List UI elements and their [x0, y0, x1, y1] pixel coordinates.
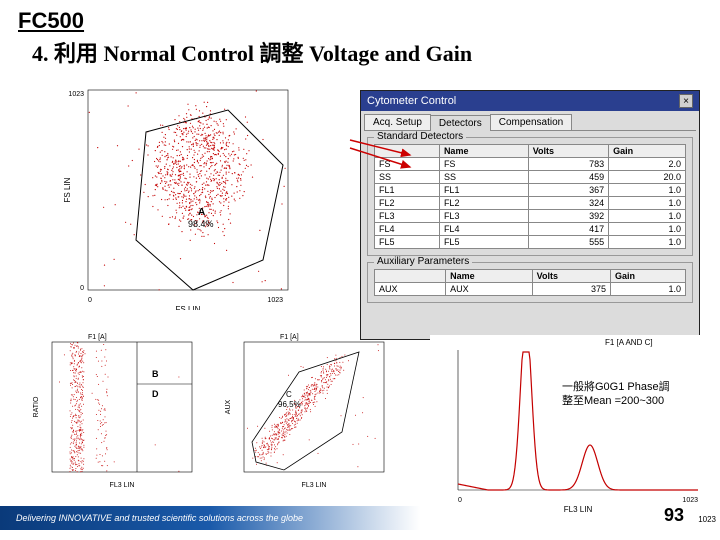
scatter2-svg: F1 [A] B D FL3 LIN RATIO	[20, 330, 205, 495]
close-icon[interactable]: ×	[679, 94, 693, 108]
scatter3-title: F1 [A]	[280, 334, 299, 341]
svg-text:FL3 LIN: FL3 LIN	[110, 482, 135, 489]
cytometer-control-dialog: Cytometer Control × Acq. Setup Detectors…	[360, 90, 700, 340]
svg-text:RATIO: RATIO	[33, 396, 40, 417]
col-header: Gain	[609, 145, 686, 158]
annot-line2: 整至Mean =200~300	[562, 394, 670, 408]
histogram-fl3: F1 [A AND C] 0 1023 FL3 LIN	[430, 335, 710, 515]
scatter2-title: F1 [A]	[88, 334, 107, 341]
table-row[interactable]: SSSS45920.0	[375, 171, 686, 184]
svg-text:FS LIN: FS LIN	[176, 305, 201, 310]
histo-title: F1 [A AND C]	[605, 338, 653, 347]
step-zh1: 利用	[54, 41, 98, 66]
svg-text:FS LIN: FS LIN	[63, 177, 72, 202]
step-en2: Voltage and Gain	[309, 41, 472, 66]
table-row[interactable]: FSFS7832.0	[375, 158, 686, 171]
scatter-ratio: F1 [A] B D FL3 LIN RATIO	[20, 330, 205, 495]
svg-text:0: 0	[88, 297, 92, 304]
svg-text:D: D	[152, 389, 159, 399]
col-header: Gain	[611, 270, 686, 283]
svg-text:0: 0	[458, 497, 462, 504]
model-label: FC500	[18, 8, 472, 34]
page-number: 93	[664, 505, 684, 526]
table-row[interactable]: FL3FL33921.0	[375, 210, 686, 223]
histo-svg: F1 [A AND C] 0 1023 FL3 LIN	[430, 335, 710, 515]
footer-banner: Delivering INNOVATIVE and trusted scient…	[0, 506, 420, 530]
aux-table: NameVoltsGain AUXAUX3751.0	[374, 269, 686, 296]
step-title: 4. 利用 Normal Control 調整 Voltage and Gain	[32, 36, 472, 68]
page-small: 1023	[698, 515, 716, 524]
dialog-title-text: Cytometer Control	[367, 95, 456, 107]
scatter3-svg: F1 [A] C 96.5% FL3 LIN AUX	[212, 330, 397, 495]
banner-text: Delivering INNOVATIVE and trusted scient…	[16, 513, 303, 523]
table-row[interactable]: FL5FL55551.0	[375, 236, 686, 249]
col-header: Name	[446, 270, 533, 283]
table-row[interactable]: FL2FL23241.0	[375, 197, 686, 210]
dialog-tabs: Acq. Setup Detectors Compensation	[364, 114, 696, 131]
scatter-fs-ss: F1 [Ungated] A 98.4% 1023 0 FS LIN FS LI…	[48, 80, 308, 310]
table-row[interactable]: AUXAUX3751.0	[375, 283, 686, 296]
tab-acq-setup[interactable]: Acq. Setup	[364, 114, 431, 130]
aux-parameters-group: Auxiliary Parameters NameVoltsGain AUXAU…	[367, 262, 693, 303]
scatter1-svg: A 98.4% 1023 0 FS LIN FS LIN 1023 0	[48, 80, 308, 310]
group1-label: Standard Detectors	[374, 131, 466, 142]
svg-text:96.5%: 96.5%	[278, 400, 301, 409]
svg-text:0: 0	[80, 285, 84, 292]
step-en1: Normal Control	[104, 41, 255, 66]
col-header: Volts	[528, 145, 608, 158]
annot-line1: 一般將G0G1 Phase調	[562, 380, 670, 394]
svg-text:1023: 1023	[267, 297, 283, 304]
dialog-titlebar[interactable]: Cytometer Control ×	[361, 91, 699, 111]
col-header: Volts	[532, 270, 610, 283]
svg-text:B: B	[152, 369, 159, 379]
svg-text:FL3 LIN: FL3 LIN	[302, 482, 327, 489]
histogram-annotation: 一般將G0G1 Phase調 整至Mean =200~300	[562, 380, 670, 409]
step-zh2: 調整	[260, 41, 304, 66]
step-number: 4.	[32, 41, 49, 66]
table-row[interactable]: FL4FL44171.0	[375, 223, 686, 236]
detectors-table: NameVoltsGain FSFS7832.0SSSS45920.0FL1FL…	[374, 144, 686, 249]
tab-detectors[interactable]: Detectors	[430, 115, 491, 131]
col-header: Name	[439, 145, 528, 158]
svg-text:AUX: AUX	[225, 399, 232, 414]
svg-text:FL3 LIN: FL3 LIN	[564, 505, 593, 514]
col-header	[375, 145, 440, 158]
svg-text:C: C	[286, 390, 292, 399]
svg-text:A: A	[198, 207, 205, 218]
standard-detectors-group: Standard Detectors NameVoltsGain FSFS783…	[367, 137, 693, 256]
col-header	[375, 270, 446, 283]
svg-text:1023: 1023	[68, 91, 84, 98]
slide-header: FC500 4. 利用 Normal Control 調整 Voltage an…	[18, 8, 472, 68]
table-row[interactable]: FL1FL13671.0	[375, 184, 686, 197]
scatter-aux: F1 [A] C 96.5% FL3 LIN AUX	[212, 330, 397, 495]
svg-text:1023: 1023	[682, 497, 698, 504]
group2-label: Auxiliary Parameters	[374, 256, 472, 267]
tab-compensation[interactable]: Compensation	[490, 114, 572, 130]
svg-text:98.4%: 98.4%	[188, 219, 214, 229]
